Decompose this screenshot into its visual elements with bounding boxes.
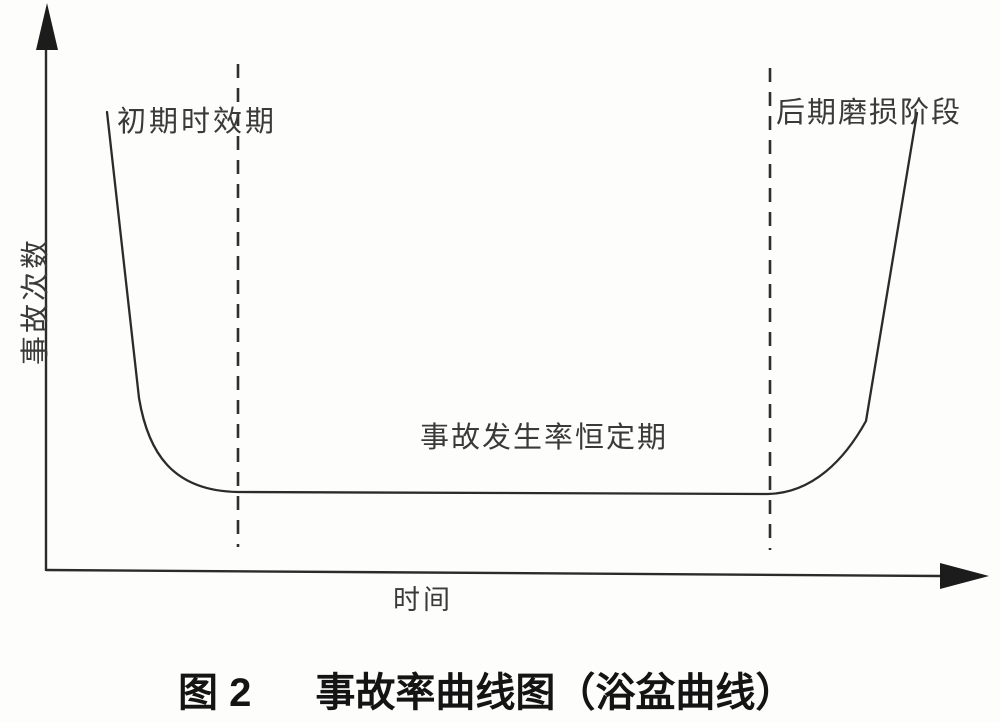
figure-caption: 图 2 事故率曲线图（浴盆曲线） [178,660,795,718]
x-axis [45,568,942,578]
phase-label-initial: 初期时效期 [117,106,278,138]
phase-label-constant: 事故发生率恒定期 [420,422,669,454]
phase-label-wear: 后期磨损阶段 [776,97,963,129]
x-axis-arrowhead [940,563,989,589]
figure-title: 事故率曲线图（浴盆曲线） [315,671,796,715]
y-axis-label: 事故次数 [20,236,52,366]
bathtub-curve [105,110,919,496]
x-axis-label: 时间 [393,585,453,615]
figure-number: 图 2 [178,671,252,715]
y-axis-arrowhead [36,3,58,50]
